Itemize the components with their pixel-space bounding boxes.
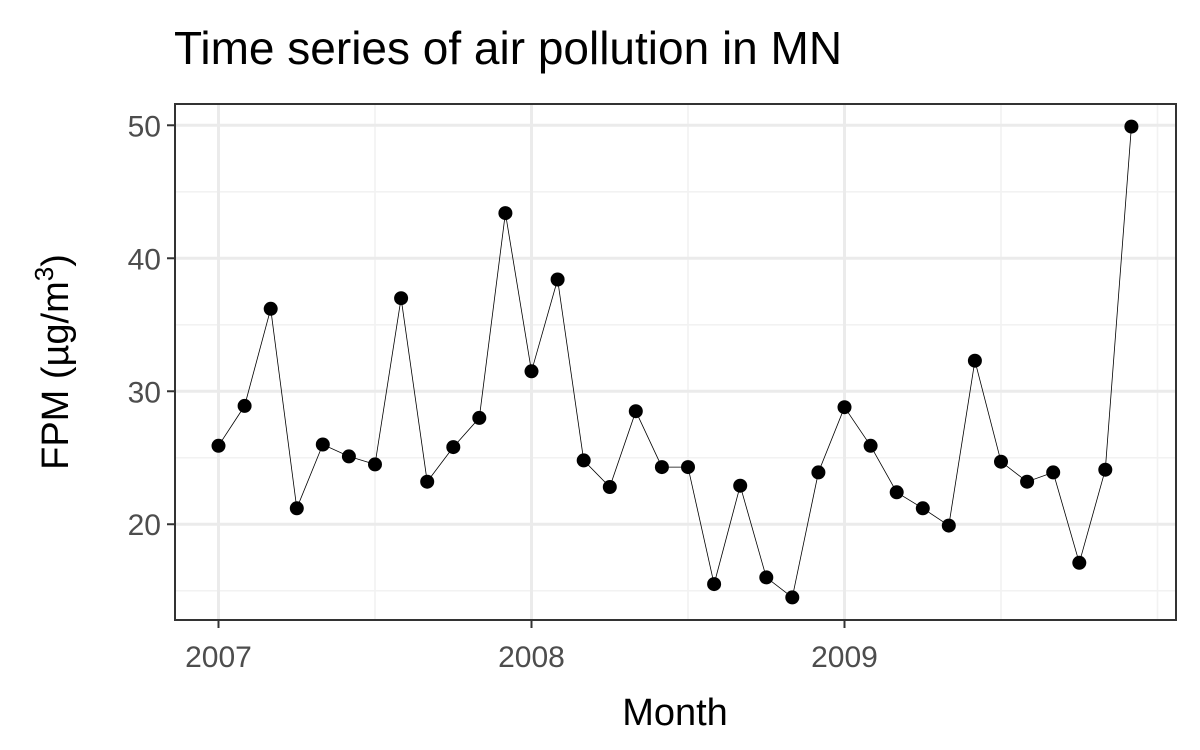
x-tick-label: 2009 — [811, 641, 878, 674]
y-tick-label: 30 — [128, 376, 161, 409]
x-axis-title: Month — [622, 692, 728, 734]
y-tick-label: 50 — [128, 110, 161, 143]
data-point — [472, 410, 487, 425]
data-point — [1046, 465, 1061, 480]
data-point — [1098, 462, 1113, 477]
data-point — [733, 478, 748, 493]
data-point — [811, 465, 826, 480]
data-point — [211, 438, 226, 453]
data-point — [524, 364, 539, 379]
y-axis-title-close: ) — [35, 254, 77, 267]
data-point — [289, 501, 304, 516]
data-point — [263, 301, 278, 316]
data-point — [628, 404, 643, 419]
x-tick-label: 2008 — [498, 641, 565, 674]
data-point — [759, 570, 774, 585]
y-axis-title: FPM (µg/m3) — [29, 254, 77, 470]
data-point — [967, 353, 982, 368]
y-tick-label: 20 — [128, 509, 161, 542]
y-tick-label: 40 — [128, 243, 161, 276]
y-axis-title-superscript: 3 — [29, 267, 59, 281]
data-point — [889, 485, 904, 500]
data-point — [368, 457, 382, 472]
major-gridlines — [175, 104, 1176, 620]
data-point — [681, 460, 695, 475]
data-point — [707, 577, 722, 592]
data-point — [1124, 119, 1139, 134]
data-point — [498, 206, 513, 221]
data-point — [341, 449, 356, 464]
minor-gridlines — [175, 104, 1176, 620]
data-point — [315, 437, 330, 452]
data-point — [576, 453, 591, 468]
x-tick-label: 2007 — [185, 641, 252, 674]
series-line — [218, 126, 1132, 599]
data-point — [837, 400, 852, 415]
data-point — [1020, 474, 1035, 489]
data-point — [1072, 555, 1087, 570]
data-point — [941, 518, 956, 533]
data-point — [654, 460, 669, 475]
data-point — [394, 291, 409, 306]
data-point — [994, 454, 1008, 469]
data-point — [446, 440, 461, 455]
series-layer — [211, 119, 1139, 605]
chart-title: Time series of air pollution in MN — [174, 22, 842, 74]
y-axis-title-main: FPM (µg/m — [35, 281, 77, 470]
data-point — [602, 480, 617, 494]
data-point — [237, 398, 252, 413]
plot-panel-border — [174, 103, 1177, 621]
data-point — [420, 474, 435, 489]
data-point — [550, 272, 565, 287]
axis-ticks: 2007 2008 2009 20 30 40 50 — [128, 110, 878, 674]
data-point — [915, 501, 930, 516]
data-point — [785, 590, 800, 605]
data-point — [863, 438, 878, 453]
